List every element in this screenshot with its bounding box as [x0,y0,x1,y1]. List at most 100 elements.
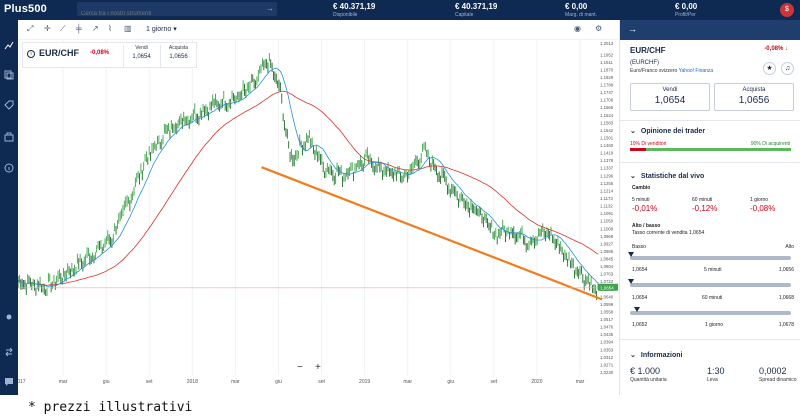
section-info[interactable]: ⌄ Informazioni [630,352,683,359]
chevron-down-icon[interactable]: ⌄ [630,173,636,180]
panel-title: EUR/CHF [630,46,666,55]
unit-quantity-value: € 1.000 [630,366,661,376]
y-tick-label: 1,2013 [600,41,614,46]
y-tick-label: 1,0558 [600,309,614,314]
current-price-label: 1,0654 [600,285,614,290]
chart-svg[interactable]: 2017 mar giu set 2018 mar giu set 2019 mar giu set 2… [18,40,618,385]
y-tick-label: 1,0722 [600,279,614,284]
settings-icon[interactable]: ⚙ [595,24,603,33]
panel-code: (EURCHF) [630,60,659,66]
y-tick-label: 1,1050 [600,219,614,224]
low-header: Basso [632,244,646,250]
draw-line-icon[interactable]: ⟋ [60,24,66,33]
x-tick-label: set [146,379,153,385]
section-trader-opinion[interactable]: ⌄ Opinione dei trader [630,128,706,135]
x-tick-label: giu [103,379,110,385]
range-high-60m: 1,0668 [778,295,794,301]
x-tick-label: set [491,379,498,385]
y-tick-label: 1,1214 [600,188,614,193]
range-high-1d: 1,0678 [778,322,794,328]
range-bar-5m [630,256,791,260]
candles-icon[interactable]: ▥ [124,24,132,33]
arrow-tool-icon[interactable]: ↗ [92,24,99,33]
tag-icon[interactable] [2,98,16,112]
range-bar-60m [630,283,791,287]
cambio-label: Cambio [632,185,651,191]
y-tick-label: 1,1952 [600,52,614,57]
price-chart[interactable]: 2017 mar giu set 2018 mar giu set 2019 mar giu set 2… [18,40,618,385]
section-live-stats[interactable]: ⌄ Statistiche dal vivo [630,173,705,180]
y-tick-label: 1,1337 [600,166,614,171]
y-tick-label: 1,0763 [600,272,614,277]
arrow-right-icon[interactable]: → [266,4,274,13]
search-input[interactable] [77,7,277,21]
moving-average-slow [18,90,599,286]
yahoo-link[interactable]: Yahoo! Finanza [678,68,714,74]
footer [0,395,800,417]
y-tick-label: 1,0804 [600,264,614,269]
zoom-out-button[interactable]: − [297,362,303,373]
sidebar [0,20,18,395]
period-5m: 5 minuti [632,197,650,203]
y-tick-label: 1,1501 [600,135,614,140]
chart-icon[interactable] [2,38,16,52]
y-tick-label: 1,1132 [600,204,613,209]
avatar[interactable]: $ [780,3,794,17]
change-5m: -0,01% [632,204,658,213]
sentiment-bar [630,148,791,151]
panel-sell-button[interactable]: Vendi 1,0654 [630,83,710,111]
stat-margine: € 0,00 Marg. di mant. [565,2,597,18]
crosshair-icon[interactable]: ✛ [44,24,51,33]
stat-capitale: € 40.371,19 Capitale [455,2,498,18]
leverage-label: Leva [707,377,718,383]
y-tick-label: 1,0845 [600,257,614,262]
x-tick-label: mar [59,379,68,385]
briefcase-icon[interactable] [2,130,16,144]
bell-icon[interactable]: ♫ [781,62,794,75]
camera-icon[interactable]: ◉ [574,24,581,33]
arrow-right-icon[interactable]: → [628,24,637,34]
transfer-icon[interactable] [2,345,16,359]
horizontal-line-icon[interactable]: ╪ [76,24,82,33]
y-tick-label: 1,0968 [600,234,614,239]
fullscreen-icon[interactable]: ⤢ [27,24,34,33]
leverage-value: 1:30 [707,366,725,376]
sell-quote[interactable]: Vendi 1,0654 [123,45,159,67]
y-tick-label: 1,1173 [600,196,613,201]
stat-disponibile: € 40.371,19 Disponibile [333,2,376,18]
chevron-down-icon[interactable]: ⌄ [630,128,636,135]
x-tick-label: 2017 [18,379,26,385]
info-icon[interactable] [2,161,16,175]
divider [620,339,800,340]
range-low-1d: 1,0652 [632,322,648,328]
y-tick-label: 1,1911 [600,60,613,65]
buy-quote[interactable]: Acquista 1,0656 [160,45,196,67]
positions-icon[interactable] [2,68,16,82]
panel-change: -0,08% ↓ [764,46,788,52]
divider [620,162,800,163]
unit-quantity-label: Quantità unitaria [630,377,667,383]
zoom-in-button[interactable]: + [315,362,321,373]
panel-desc: Euro/Franco svizzero Yahoo! Finanza [630,68,714,74]
instrument-header: i EUR/CHF -0,08% Vendi 1,0654 Acquista 1… [22,42,197,68]
period-1d: 1 giorno [750,197,769,203]
indicators-icon[interactable]: ⌇ [108,24,112,33]
light-mode-icon[interactable] [2,310,16,324]
y-tick-label: 1,1255 [600,181,614,186]
buyers-label: 90% Di acquirenti [750,141,790,147]
y-tick-label: 1,1542 [600,128,614,133]
star-icon[interactable]: ★ [763,62,776,75]
search-box[interactable]: → [77,2,277,21]
panel-buy-button[interactable]: Acquista 1,0656 [714,83,794,111]
y-tick-label: 1,1829 [600,75,614,80]
range-label-60m: 60 minuti [702,295,723,301]
info-icon[interactable]: i [27,50,35,58]
y-tick-label: 1,0271 [600,362,614,367]
top-bar: Plus500 → € 40.371,19 Disponibile € 40.3… [0,0,800,21]
plus500-logo[interactable]: Plus500 [4,3,47,15]
range-bar-1d [630,311,791,315]
timeframe-selector[interactable]: 1 giorno ▾ [146,26,177,33]
chevron-down-icon[interactable]: ⌄ [630,352,636,359]
chat-icon[interactable] [2,375,16,389]
stat-profit: € 0,00 Profit/Per [675,2,698,18]
